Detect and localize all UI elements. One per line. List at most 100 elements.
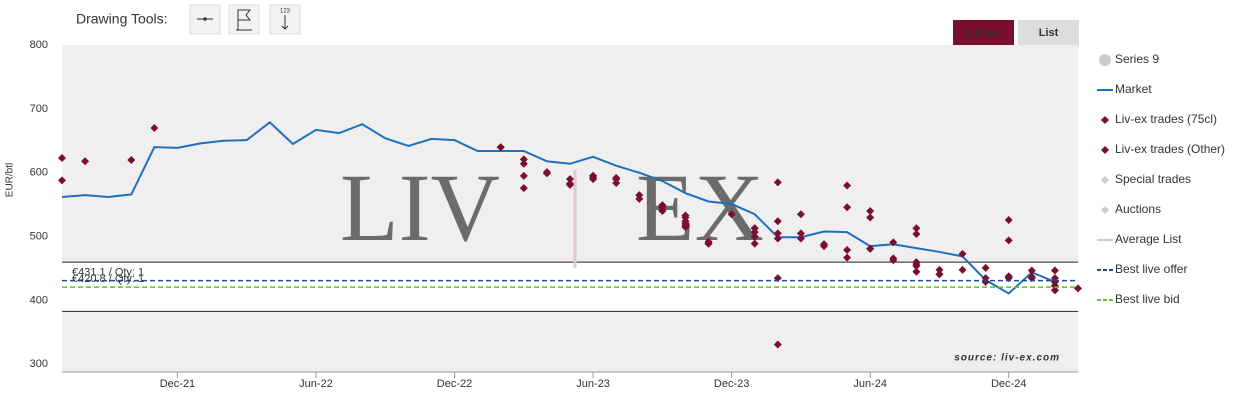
trade-point: [542, 169, 551, 178]
x-tick-label: Dec-22: [437, 378, 472, 390]
legend-symbol: [1101, 146, 1109, 154]
trade-point: [843, 253, 852, 262]
legend-label: Best live offer: [1115, 262, 1187, 276]
reference-label: €431.1 / Qty: 1: [72, 267, 144, 279]
trade-point: [866, 244, 875, 253]
legend-symbol: [1101, 116, 1109, 124]
trade-point: [704, 237, 713, 246]
y-tick-label: 500: [30, 231, 48, 243]
reference-label: €420.8 / Qty: 1: [72, 273, 144, 285]
trade-point: [820, 242, 828, 251]
legend-symbol: [1101, 176, 1109, 184]
watermark: LIV: [340, 154, 500, 261]
trade-point: [681, 213, 690, 222]
toggle-button-label: Liv-ex: [968, 27, 1001, 39]
trade-point: [519, 171, 528, 180]
trade-point: [496, 143, 505, 152]
trade-point: [750, 224, 759, 233]
market-line: [61, 120, 1056, 295]
trade-point: [58, 154, 66, 163]
trade-point: [843, 246, 852, 255]
trade-point: [1050, 286, 1059, 295]
trade-point: [843, 203, 852, 212]
tool-flag[interactable]: [228, 4, 260, 35]
trade-point: [1004, 236, 1013, 245]
trade-point: [58, 176, 66, 185]
trade-point: [912, 267, 921, 276]
x-tick-label: Dec-24: [991, 378, 1026, 390]
trade-point: [773, 178, 782, 187]
y-tick-label: 300: [30, 358, 48, 370]
trade-point: [1004, 215, 1013, 224]
tool-line[interactable]: [189, 4, 221, 35]
trade-point: [935, 270, 944, 279]
trade-point: [889, 238, 898, 247]
trade-point: [519, 155, 528, 164]
trade-point: [773, 340, 782, 349]
trade-point: [750, 239, 759, 248]
legend-label: Special trades: [1115, 172, 1191, 186]
legend-symbol: [1099, 54, 1111, 66]
trade-point: [866, 213, 875, 222]
trade-point: [1027, 266, 1036, 275]
y-tick-label: 700: [30, 103, 48, 115]
legend-item[interactable]: Best live bid: [1097, 292, 1180, 306]
trade-point: [1050, 266, 1059, 275]
legend-item[interactable]: Series 9: [1099, 52, 1159, 66]
legend-label: Liv-ex trades (Other): [1115, 142, 1225, 156]
legend-label: Average List: [1115, 232, 1182, 246]
y-tick-label: 800: [30, 39, 48, 51]
trade-point: [773, 234, 782, 243]
legend-label: Liv-ex trades (75cl): [1115, 112, 1217, 126]
trade-point: [843, 181, 852, 190]
trade-point: [658, 207, 667, 216]
trade-point: [750, 232, 759, 241]
toggle-button[interactable]: [1018, 20, 1079, 47]
trade-point: [566, 179, 574, 188]
legend-item[interactable]: Liv-ex trades (Other): [1101, 142, 1225, 156]
trade-point: [635, 194, 644, 203]
credit: source: liv-ex.com: [954, 353, 1060, 364]
x-tick-label: Dec-21: [160, 378, 195, 390]
legend-item[interactable]: Market: [1097, 82, 1152, 96]
trade-point: [958, 265, 967, 274]
x-tick-label: Jun-24: [853, 378, 887, 390]
trade-point: [566, 175, 574, 184]
toolbar-label: Drawing Tools:: [76, 11, 168, 27]
toggle-button-label: List: [1039, 27, 1059, 39]
trade-point: [796, 234, 805, 243]
trade-point: [519, 159, 528, 168]
tool-icon-text: 123: [280, 9, 291, 15]
trade-point: [773, 229, 782, 238]
trade-point: [935, 265, 944, 274]
toggle-button[interactable]: [953, 20, 1014, 47]
trade-point: [889, 256, 898, 265]
trade-point: [796, 210, 805, 219]
trade-point: [681, 221, 690, 230]
trade-point: [866, 207, 875, 216]
legend-label: Best live bid: [1115, 292, 1180, 306]
trade-point: [589, 171, 598, 180]
legend-item[interactable]: Average List: [1097, 232, 1182, 246]
legend-item[interactable]: Liv-ex trades (75cl): [1101, 112, 1217, 126]
legend-label: Auctions: [1115, 202, 1161, 216]
trade-point: [519, 184, 528, 193]
y-axis-label: EUR/btl: [5, 163, 16, 197]
trade-point: [773, 217, 782, 226]
trade-point: [727, 210, 736, 219]
x-tick-label: Jun-22: [299, 378, 333, 390]
x-tick-label: Jun-23: [576, 378, 610, 390]
trade-point: [912, 224, 921, 233]
legend-item[interactable]: Auctions: [1101, 202, 1161, 216]
tool-label[interactable]: 123: [269, 4, 301, 35]
legend-label: Market: [1115, 82, 1152, 96]
legend-symbol: [1101, 206, 1109, 214]
y-tick-label: 600: [30, 167, 48, 179]
trade-point: [912, 230, 921, 239]
legend-label: Series 9: [1115, 52, 1159, 66]
trade-point: [958, 249, 967, 258]
y-tick-label: 400: [30, 294, 48, 306]
legend-item[interactable]: Best live offer: [1097, 262, 1187, 276]
legend-item[interactable]: Special trades: [1101, 172, 1191, 186]
